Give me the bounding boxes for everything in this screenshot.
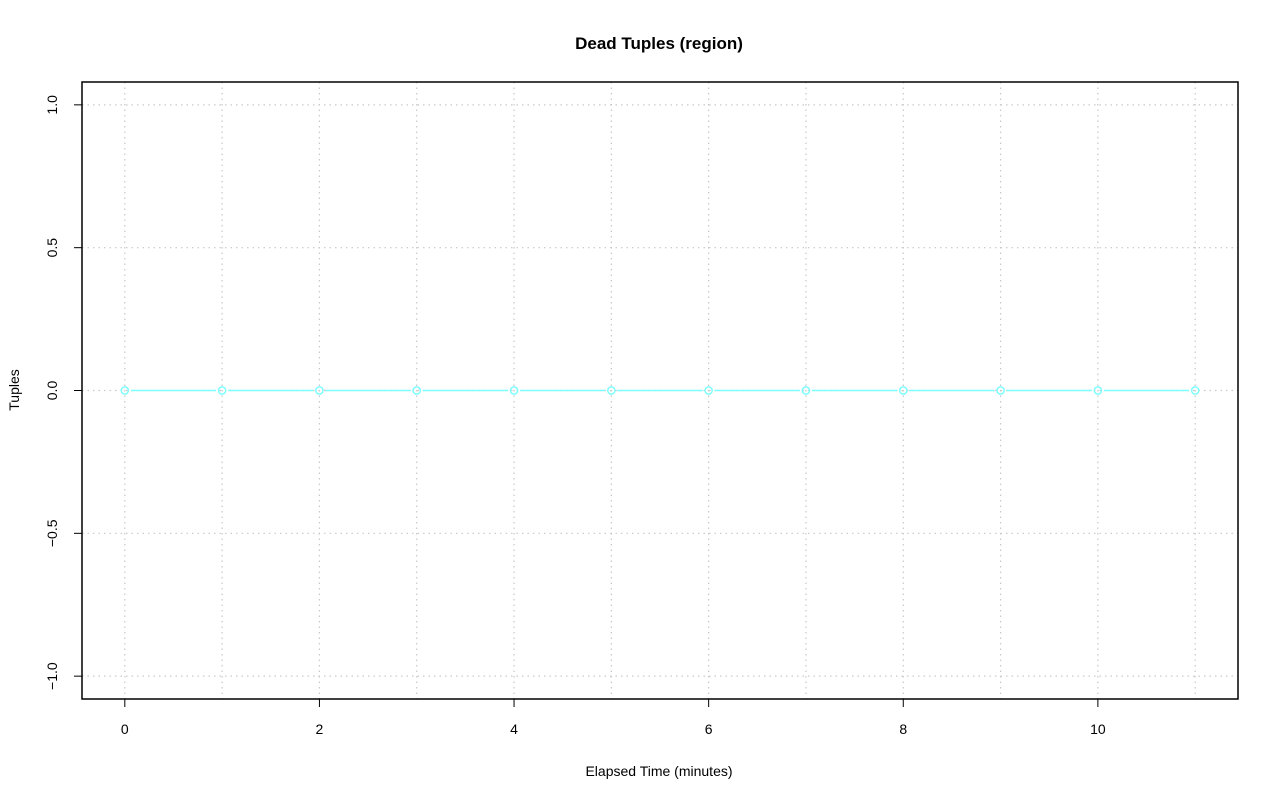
data-point [217, 386, 227, 395]
x-axis: 0 2 4 6 8 10 [121, 699, 1106, 737]
x-tick-label: 10 [1090, 721, 1106, 737]
x-axis-label: Elapsed Time (minutes) [585, 763, 732, 779]
y-tick-label: 0.0 [44, 381, 60, 401]
data-point [1093, 386, 1103, 395]
data-point [1190, 386, 1200, 395]
y-tick-label: 0.5 [44, 238, 60, 258]
data-point [509, 386, 519, 395]
data-point [704, 386, 714, 395]
data-point [315, 386, 324, 395]
data-point [606, 386, 616, 395]
y-tick-label: −1.0 [44, 662, 60, 690]
x-tick-label: 8 [899, 721, 907, 737]
data-point [801, 386, 811, 395]
x-tick-label: 0 [121, 721, 129, 737]
series [120, 386, 1200, 395]
y-tick-label: 1.0 [44, 95, 60, 115]
x-tick-label: 4 [510, 721, 518, 737]
data-point [898, 386, 908, 395]
data-point [412, 386, 422, 395]
data-point [120, 386, 130, 395]
data-point [996, 386, 1005, 395]
y-axis-label: Tuples [6, 369, 22, 411]
x-tick-label: 2 [316, 721, 324, 737]
chart-title: Dead Tuples (region) [575, 34, 743, 53]
y-axis: −1.0 −0.5 0.0 0.5 1.0 [44, 95, 82, 690]
y-tick-label: −0.5 [44, 519, 60, 547]
x-tick-label: 6 [705, 721, 713, 737]
